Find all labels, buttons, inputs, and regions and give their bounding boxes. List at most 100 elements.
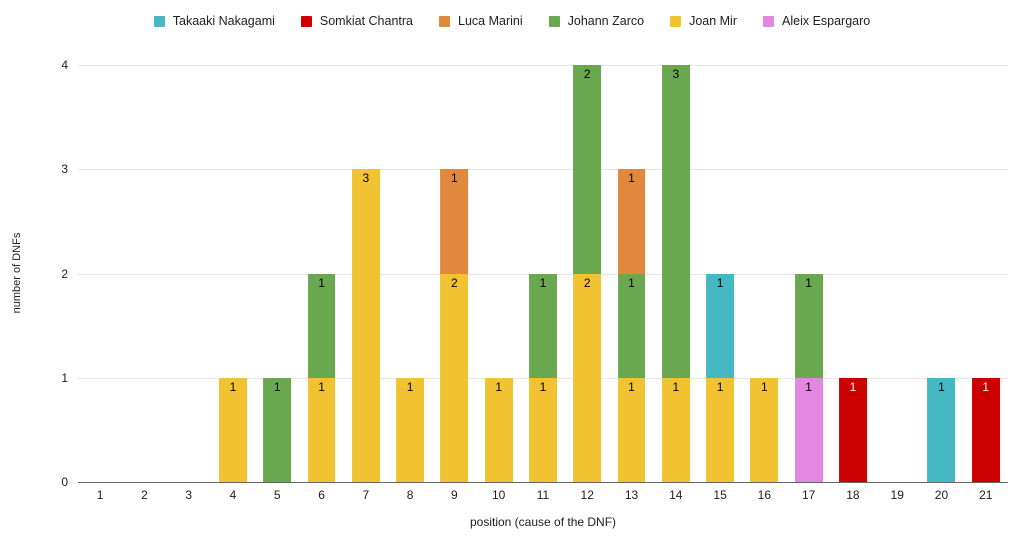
bar-value-label: 2 [451, 275, 458, 290]
bar-segment: 1 [529, 273, 557, 378]
bar-segment: 1 [838, 377, 867, 482]
x-axis-tick-labels: 1 2 3 4 5 6 7 8 9 10 11 12 13 14 15 16 17 18 19 20 21 [78, 488, 1008, 502]
x-tick-label: 11 [536, 488, 550, 502]
legend-swatch [300, 15, 312, 27]
bar-segment: 1 [617, 377, 646, 482]
bar-value-label: 1 [628, 379, 635, 394]
legend-swatch [763, 15, 774, 27]
legend-label: Johann Zarco [567, 14, 645, 28]
bar-value-label: 1 [628, 171, 635, 186]
bar-column [167, 65, 211, 482]
x-tick-label: 20 [934, 488, 949, 502]
x-tick-label: 7 [362, 488, 370, 502]
bar-value-label: 1 [318, 275, 325, 290]
x-tick-label: 10 [491, 488, 506, 502]
bar-value-label: 1 [273, 379, 281, 394]
bar-value-label: 2 [583, 275, 591, 290]
bar-segment: 1 [794, 377, 823, 482]
gridline [78, 65, 1008, 66]
bar-value-label: 1 [805, 379, 812, 394]
bar-value-label: 1 [716, 379, 724, 394]
bar-segment: 2 [573, 273, 602, 482]
legend-item: Johann Zarco [548, 14, 645, 28]
legend-swatch [670, 15, 682, 27]
bar-segment: 1 [617, 273, 646, 378]
bar-segment: 1 [617, 169, 646, 274]
bar-column: 1 [919, 65, 963, 482]
bar-segment: 1 [971, 377, 1000, 482]
bar-value-label: 1 [938, 379, 945, 394]
x-tick-label: 4 [229, 488, 237, 502]
bar-segment: 1 [706, 273, 735, 378]
bar-segment: 1 [529, 377, 557, 482]
bar-segment: 1 [661, 377, 690, 482]
x-tick-label: 13 [624, 488, 639, 502]
legend-swatch [548, 15, 560, 27]
bar-column: 1 [211, 65, 255, 482]
gridline [78, 169, 1008, 171]
bar-value-label: 1 [761, 379, 768, 394]
bar-value-label: 3 [362, 171, 370, 186]
bar-column: 1 [831, 65, 875, 482]
bar-segment: 1 [706, 377, 735, 482]
bar-column: 1 1 1 [609, 65, 653, 482]
bar-column: 1 [742, 65, 786, 482]
bar-value-label: 1 [849, 379, 857, 394]
y-tick-label: 0 [61, 475, 68, 489]
x-tick-label: 12 [580, 488, 594, 502]
chart-legend: Takaaki Nakagami Somkiat Chantra Luca Mari… [0, 14, 1024, 28]
x-tick-label: 21 [979, 488, 993, 502]
bar-segment: 1 [307, 377, 336, 482]
x-tick-label: 19 [890, 488, 904, 502]
x-tick-label: 17 [801, 488, 816, 502]
bar-column: 1 [964, 65, 1008, 482]
bar-value-label: 1 [318, 379, 325, 394]
x-tick-label: 9 [451, 488, 458, 502]
bar-value-label: 1 [539, 379, 547, 394]
x-tick-label: 16 [757, 488, 772, 502]
bar-column [875, 65, 919, 482]
legend-label: Takaaki Nakagami [172, 14, 275, 28]
x-tick-label: 8 [406, 488, 414, 502]
bar-segment: 3 [661, 65, 690, 378]
bar-value-label: 1 [672, 379, 680, 394]
y-axis-title: number of DNFs [11, 232, 23, 314]
bar-value-label: 1 [982, 379, 990, 394]
bar-segment: 2 [573, 65, 602, 274]
legend-item: Luca Marini [439, 14, 523, 28]
bar-value-label: 1 [805, 275, 812, 290]
y-tick-label: 1 [61, 370, 68, 385]
legend-label: Aleix Espargaro [782, 14, 871, 28]
x-tick-label: 6 [318, 488, 325, 502]
x-tick-label: 1 [96, 488, 104, 502]
bar-column: 1 [255, 65, 299, 482]
y-axis-tick-labels: 0 1 2 3 4 [0, 58, 68, 489]
bar-segment: 1 [307, 273, 336, 378]
x-tick-label: 15 [713, 488, 727, 502]
bar-segment: 1 [484, 377, 513, 482]
legend-item: Aleix Espargaro [763, 14, 870, 28]
x-tick-label: 3 [185, 488, 193, 502]
legend-swatch [153, 15, 165, 27]
x-tick-label: 2 [141, 488, 148, 502]
bar-column: 3 [344, 65, 388, 482]
bar-value-label: 2 [583, 67, 591, 81]
x-tick-label: 18 [846, 488, 860, 502]
bar-value-label: 1 [451, 171, 458, 186]
legend-item: Takaaki Nakagami [153, 14, 275, 28]
x-axis-title: position (cause of the DNF) [469, 515, 617, 529]
bar-value-label: 1 [716, 275, 724, 290]
bar-column [122, 65, 166, 482]
y-tick-label: 3 [61, 162, 68, 177]
bar-segment: 3 [351, 169, 380, 482]
bar-segment: 1 [263, 377, 292, 482]
bar-value-label: 1 [539, 275, 547, 290]
